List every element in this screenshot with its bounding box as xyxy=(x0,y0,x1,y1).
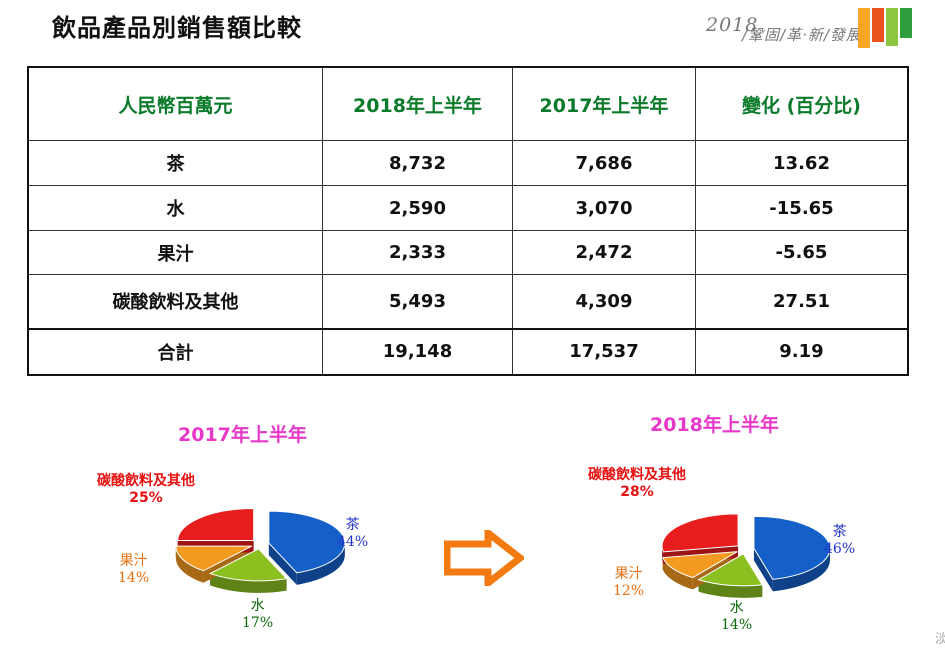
slice-label-juice: 果汁 14% xyxy=(118,553,149,587)
pie-slice-side-tea xyxy=(753,548,830,592)
logo-stripe xyxy=(886,8,898,46)
table-header-cell: 變化 (百分比) xyxy=(695,66,909,141)
pie-slice-side-tea xyxy=(268,543,345,585)
sales-table: 人民幣百萬元 2018年上半年 2017年上半年 變化 (百分比) 茶 8,73… xyxy=(27,66,909,376)
logo-year: 2018 xyxy=(706,14,759,36)
chart-title-2018: 2018年上半年 xyxy=(650,414,779,436)
slice-label-tea: 茶 44% xyxy=(337,517,368,551)
table-cell: 水 xyxy=(27,185,323,231)
pie-slice-wall xyxy=(296,543,345,585)
pie-slice-water xyxy=(208,548,288,582)
table-cell: 17,537 xyxy=(512,327,696,375)
slice-label-water: 水 17% xyxy=(242,598,273,632)
slice-label-carbonated: 碳酸飲料及其他 25% xyxy=(97,473,195,507)
slice-label-name: 果汁 xyxy=(119,553,148,569)
table-cell: 13.62 xyxy=(695,140,909,186)
table-cell: 4,309 xyxy=(512,274,696,329)
table-cell: 5,493 xyxy=(322,274,513,329)
pie-slice-wall xyxy=(698,579,763,598)
slice-label-name: 碳酸飲料及其他 xyxy=(97,473,195,489)
table-row: 茶 8,732 7,686 13.62 xyxy=(27,140,909,186)
slice-label-carbonated: 碳酸飲料及其他 28% xyxy=(588,467,686,501)
slice-label-value: 28% xyxy=(620,484,654,500)
slice-label-name: 水 xyxy=(250,598,265,614)
pie-slice-tea xyxy=(268,510,346,574)
slice-label-name: 碳酸飲料及其他 xyxy=(588,467,686,483)
table-header-cell: 2017年上半年 xyxy=(512,66,696,141)
slice-label-name: 茶 xyxy=(345,517,360,533)
table-cell: 碳酸飲料及其他 xyxy=(27,274,323,329)
pie-slice-juice xyxy=(175,545,253,572)
pie-slice-wall xyxy=(772,548,830,592)
pie-slice-carbonated xyxy=(661,513,739,553)
logo-slogan: /鞏固/革·新/發展 xyxy=(742,26,862,44)
slice-label-name: 茶 xyxy=(832,524,847,540)
slice-label-juice: 果汁 12% xyxy=(613,566,644,600)
slice-label-value: 17% xyxy=(242,615,274,631)
table-cell: 7,686 xyxy=(512,140,696,186)
table-cell: 9.19 xyxy=(695,327,909,375)
table-cell: 2,472 xyxy=(512,230,696,275)
table-cell: 合計 xyxy=(27,327,323,375)
right-arrow-icon xyxy=(444,530,524,586)
pie-slice-edge xyxy=(268,543,297,585)
pie-slice-wall xyxy=(662,557,693,590)
slice-label-water: 水 14% xyxy=(721,600,752,634)
table-row: 碳酸飲料及其他 5,493 4,309 27.51 xyxy=(27,274,909,329)
table-cell: 27.51 xyxy=(695,274,909,329)
pie-chart-2018 xyxy=(661,513,831,598)
table-cell: -15.65 xyxy=(695,185,909,231)
pie-slice-tea xyxy=(753,515,831,580)
slice-label-value: 46% xyxy=(824,541,856,557)
table-row: 果汁 2,333 2,472 -5.65 xyxy=(27,230,909,275)
logo-stripe xyxy=(900,8,912,38)
pie-slice-wall xyxy=(210,573,287,593)
table-header-cell: 人民幣百萬元 xyxy=(27,66,323,141)
slice-label-name: 水 xyxy=(729,600,744,616)
table-header-row: 人民幣百萬元 2018年上半年 2017年上半年 變化 (百分比) xyxy=(27,66,909,141)
table-cell: -5.65 xyxy=(695,230,909,275)
slice-label-value: 25% xyxy=(129,490,163,506)
slice-label-value: 44% xyxy=(337,534,369,550)
table-cell: 19,148 xyxy=(322,327,513,375)
table-cell: 2,590 xyxy=(322,185,513,231)
logo-stripe xyxy=(872,8,884,42)
chart-title-2017: 2017年上半年 xyxy=(178,424,307,446)
pie-slice-carbonated xyxy=(177,507,255,541)
pie-slice-edge xyxy=(753,548,773,592)
arrow-shape xyxy=(444,530,524,586)
corner-text: 淡 xyxy=(935,632,945,647)
logo: 2018 /鞏固/革·新/發展 xyxy=(700,8,920,48)
slice-label-tea: 茶 46% xyxy=(824,524,855,558)
table-cell: 茶 xyxy=(27,140,323,186)
pie-chart-2017 xyxy=(175,507,346,593)
table-cell: 果汁 xyxy=(27,230,323,275)
page-title: 飲品產品別銷售額比較 xyxy=(52,14,302,42)
table-cell: 2,333 xyxy=(322,230,513,275)
slice-label-value: 14% xyxy=(721,617,753,633)
slice-label-value: 12% xyxy=(613,583,645,599)
pie-slice-wall xyxy=(175,546,204,583)
slice-label-value: 14% xyxy=(118,570,150,586)
table-cell: 3,070 xyxy=(512,185,696,231)
slice-label-name: 果汁 xyxy=(614,566,643,582)
pie-slice-juice xyxy=(661,551,738,579)
pie-slice-water xyxy=(697,553,764,587)
logo-stripe xyxy=(858,8,870,48)
table-header-cell: 2018年上半年 xyxy=(322,66,513,141)
table-cell: 8,732 xyxy=(322,140,513,186)
table-total-row: 合計 19,148 17,537 9.19 xyxy=(27,327,909,375)
table-row: 水 2,590 3,070 -15.65 xyxy=(27,185,909,231)
